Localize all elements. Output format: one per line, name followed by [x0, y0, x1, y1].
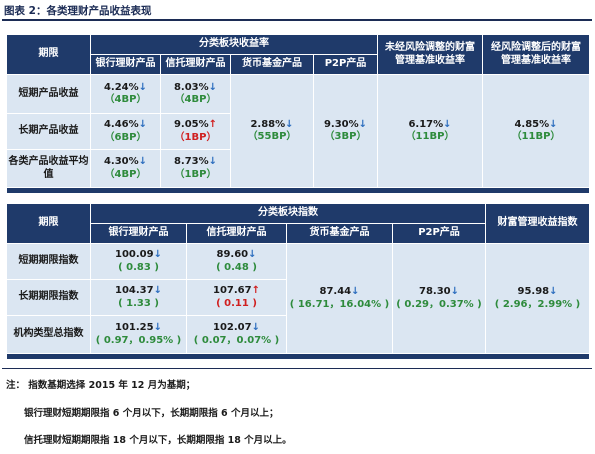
index-table: 期限 分类板块指数 财富管理收益指数 银行理财产品 信托理财产品 货币基金产品 …	[6, 203, 590, 360]
cell-p2p: 9.30%↓ （3BP）	[313, 74, 378, 188]
table-row: 长期产品收益 4.46%↓ （6BP） 9.05%↑ （1BP）	[6, 113, 590, 150]
cell-trust-long-index: 107.67↑( 0.11 )	[186, 279, 287, 316]
figure-title: 图表 2：各类理财产品收益表现	[4, 5, 152, 17]
t1-header-group: 分类板块收益率	[90, 34, 378, 55]
table-row: 机构类型总指数 101.25↓( 0.97，0.95% ) 102.07↓( 0…	[6, 315, 590, 354]
cell-unadjusted: 6.17%↓ （11BP）	[377, 74, 483, 188]
cell-money: 2.88%↓ （55BP）	[230, 74, 314, 188]
t2-col-bank: 银行理财产品	[90, 223, 187, 244]
cell-trust-long: 9.05%↑ （1BP）	[160, 113, 231, 150]
cell-p2p-index: 78.30↓( 0.29，0.37% )	[392, 243, 486, 354]
t2-col-p2p: P2P产品	[392, 223, 486, 244]
row-label: 短期期限指数	[6, 243, 91, 280]
t2-header-wealth: 财富管理收益指数	[485, 203, 590, 244]
cell-bank-long: 4.46%↓ （6BP）	[90, 113, 161, 150]
table-bottom-bar	[6, 187, 590, 194]
cell-trust-avg: 8.73%↓ （1BP）	[160, 149, 231, 188]
t2-header-period: 期限	[6, 203, 91, 244]
t1-header-adjusted: 经风险调整后的财富管理基准收益率	[482, 34, 590, 75]
cell-bank-short: 4.24%↓ （4BP）	[90, 74, 161, 114]
t1-col-trust: 信托理财产品	[160, 54, 231, 75]
table-row: 短期期限指数 100.09↓( 0.83 ) 89.60↓( 0.48 ) 87…	[6, 243, 590, 354]
cell-trust-total-index: 102.07↓( 0.07，0.07% )	[186, 315, 287, 354]
title-rule	[2, 19, 592, 21]
cell-wealth-index: 95.98↓( 2.96，2.99% )	[485, 243, 590, 354]
cell-bank-long-index: 104.37↓( 1.33 )	[90, 279, 187, 316]
note-bank-term: 银行理财短期期限指 6 个月以下，长期期限指 6 个月以上；	[24, 408, 279, 419]
cell-bank-short-index: 100.09↓( 0.83 )	[90, 243, 187, 280]
table-row: 短期产品收益 4.24%↓ （4BP） 8.03%↓ （4BP） 2.88%↓ （55…	[6, 74, 590, 188]
table-row: 各类产品收益平均值 4.30%↓ （4BP） 8.73%↓ （1BP）	[6, 149, 590, 188]
table-bottom-bar	[6, 353, 590, 360]
row-label: 各类产品收益平均值	[6, 149, 91, 188]
t2-col-trust: 信托理财产品	[186, 223, 287, 244]
cell-bank-total-index: 101.25↓( 0.97，0.95% )	[90, 315, 187, 354]
cell-bank-avg: 4.30%↓ （4BP）	[90, 149, 161, 188]
row-label: 长期期限指数	[6, 279, 91, 316]
cell-trust-short-index: 89.60↓( 0.48 )	[186, 243, 287, 280]
note-trust-term: 信托理财短期期限指 18 个月以下，长期期限指 18 个月以上。	[24, 435, 292, 446]
t1-header-period: 期限	[6, 34, 91, 75]
row-label: 长期产品收益	[6, 113, 91, 150]
t1-col-bank: 银行理财产品	[90, 54, 161, 75]
cell-money-index: 87.44↓( 16.71，16.04% )	[286, 243, 393, 354]
cell-trust-short: 8.03%↓ （4BP）	[160, 74, 231, 114]
table-row: 长期期限指数 104.37↓( 1.33 ) 107.67↑( 0.11 )	[6, 279, 590, 316]
t1-col-p2p: P2P产品	[313, 54, 378, 75]
t1-col-money: 货币基金产品	[230, 54, 314, 75]
t1-header-unadjusted: 未经风险调整的财富管理基准收益率	[377, 34, 483, 75]
notes-rule	[2, 368, 592, 369]
yield-table: 期限 分类板块收益率 未经风险调整的财富管理基准收益率 经风险调整后的财富管理基…	[6, 34, 590, 194]
cell-adjusted: 4.85%↓ （11BP）	[482, 74, 590, 188]
row-label: 短期产品收益	[6, 74, 91, 114]
t2-header-group: 分类板块指数	[90, 203, 486, 224]
t2-col-money: 货币基金产品	[286, 223, 393, 244]
note-base-period: 注： 指数基期选择 2015 年 12 月为基期；	[6, 380, 196, 391]
row-label: 机构类型总指数	[6, 315, 91, 354]
